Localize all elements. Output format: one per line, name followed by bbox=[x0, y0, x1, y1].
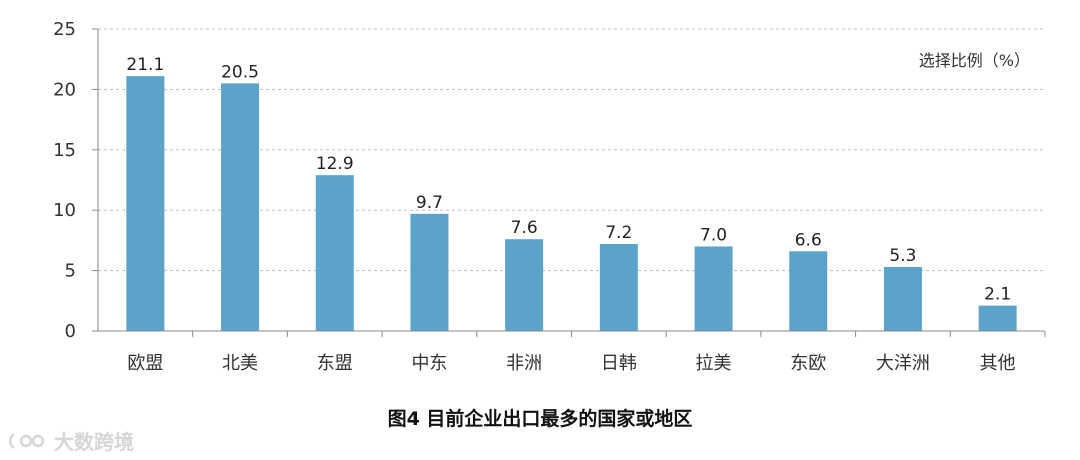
value-label: 7.6 bbox=[511, 218, 538, 238]
watermark-text: 大数跨境 bbox=[54, 430, 134, 454]
bar-7 bbox=[694, 246, 733, 331]
y-axis: 0 5 10 15 20 25 bbox=[53, 19, 99, 342]
bar-10 bbox=[978, 305, 1017, 331]
value-label: 20.5 bbox=[221, 62, 259, 82]
value-label: 21.1 bbox=[126, 55, 164, 75]
value-labels: 21.1 20.5 12.9 9.7 7.6 7.2 7.0 6.6 5.3 2.1 bbox=[126, 55, 1011, 305]
y-tick-label: 15 bbox=[53, 140, 76, 161]
x-category-label: 拉美 bbox=[696, 353, 732, 374]
x-category-label: 非洲 bbox=[506, 353, 542, 374]
bar-5 bbox=[505, 239, 544, 331]
logo-icon bbox=[9, 432, 45, 449]
x-category-label: 日韩 bbox=[601, 353, 637, 374]
bar-8 bbox=[789, 251, 828, 331]
x-category-label: 东欧 bbox=[790, 353, 826, 374]
bar-2 bbox=[221, 83, 260, 331]
x-axis: 欧盟 北美 东盟 中东 非洲 日韩 拉美 东欧 大洋洲 其他 bbox=[98, 330, 1046, 374]
bar-chart: 0 5 10 15 20 25 21.1 20.5 12.9 9.7 7.6 7.2 7.0 6.6 5.… bbox=[53, 19, 1046, 374]
value-label: 6.6 bbox=[795, 230, 822, 250]
value-label: 2.1 bbox=[984, 285, 1011, 305]
unit-label: 选择比例（%） bbox=[919, 51, 1030, 70]
value-label: 5.3 bbox=[889, 246, 916, 266]
x-category-label: 欧盟 bbox=[127, 353, 163, 374]
bar-6 bbox=[599, 244, 638, 331]
bars bbox=[126, 76, 1017, 331]
y-tick-label: 0 bbox=[65, 321, 76, 342]
x-category-label: 北美 bbox=[222, 353, 258, 374]
figure-caption: 图4 目前企业出口最多的国家或地区 bbox=[387, 408, 693, 430]
value-label: 7.0 bbox=[700, 225, 727, 245]
bar-3 bbox=[315, 175, 354, 331]
value-label: 7.2 bbox=[605, 223, 632, 243]
x-category-label: 其他 bbox=[980, 353, 1016, 374]
y-tick-label: 5 bbox=[65, 261, 76, 282]
x-category-label: 东盟 bbox=[317, 353, 353, 374]
y-tick-label: 10 bbox=[53, 200, 76, 221]
y-tick-label: 25 bbox=[53, 19, 76, 40]
bar-4 bbox=[410, 213, 449, 331]
bar-1 bbox=[126, 76, 165, 331]
y-tick-label: 20 bbox=[53, 79, 76, 100]
x-category-label: 中东 bbox=[411, 353, 447, 374]
x-category-label: 大洋洲 bbox=[876, 353, 930, 374]
value-label: 9.7 bbox=[416, 193, 443, 213]
bar-9 bbox=[883, 266, 922, 331]
watermark: 大数跨境 bbox=[8, 426, 134, 455]
value-label: 12.9 bbox=[316, 154, 354, 174]
